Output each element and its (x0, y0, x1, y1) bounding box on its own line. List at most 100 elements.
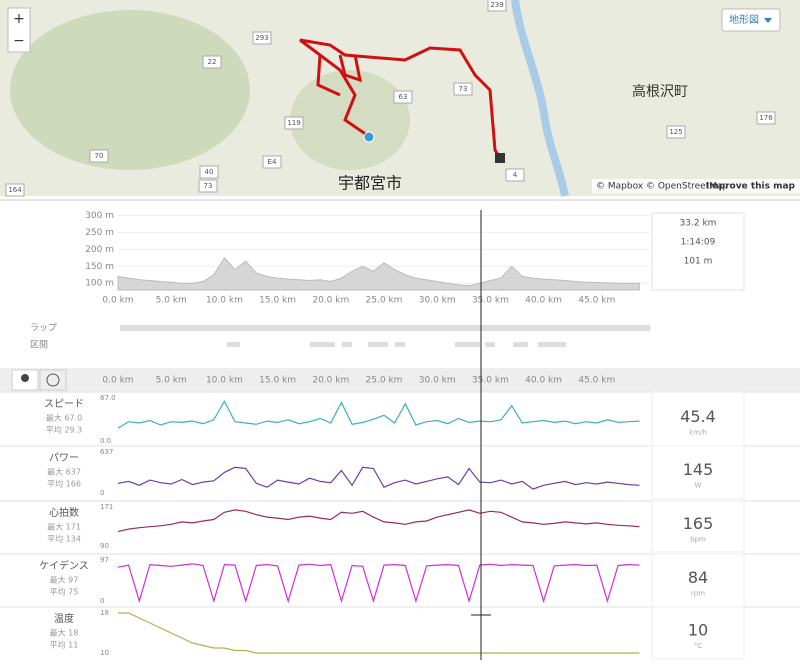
city-label: 宇都宮市 (338, 174, 402, 193)
road-number: 239 (490, 1, 503, 9)
segments-label: 区間 (30, 340, 48, 351)
road-shield (666, 125, 686, 139)
x-tick-label: 5.0 km (156, 296, 187, 306)
current-unit: bpm (690, 536, 706, 544)
current-unit: km/h (689, 429, 707, 437)
road-number: 176 (759, 114, 773, 122)
segment-bars (227, 342, 566, 347)
layer-button[interactable] (721, 8, 781, 32)
road-shield (487, 0, 507, 12)
x-tick-label: 15.0 km (259, 296, 296, 306)
current-value: 165 (683, 514, 714, 533)
current-box (651, 445, 745, 500)
sensor-avg: 平均 29.3 (46, 425, 82, 435)
x-tick-label: 25.0 km (366, 296, 403, 306)
road-shield (284, 116, 304, 130)
pin-icon (21, 374, 29, 382)
finish-marker (495, 153, 505, 163)
y-tick-label: 100 m (85, 279, 114, 289)
current-unit: W (695, 482, 702, 490)
x-tick-label: 30.0 km (419, 296, 456, 306)
current-value: 84 (688, 568, 708, 587)
road-number: 40 (205, 168, 214, 176)
terrain (290, 70, 410, 170)
current-value: 45.4 (680, 407, 716, 426)
sensor-line (117, 509, 640, 533)
zoom-control (7, 7, 31, 53)
road-shield (89, 149, 109, 163)
y-tick-label: 171 (100, 503, 113, 511)
zoom-out[interactable]: − (13, 33, 25, 49)
road-number: E4 (268, 158, 277, 166)
sensor-line (117, 466, 640, 490)
road-number: 22 (208, 58, 217, 66)
laps-label: ラップ (30, 323, 57, 334)
time-toggle[interactable] (39, 369, 67, 391)
y-tick-label: 97 (100, 556, 109, 564)
x-tick-label: 40.0 km (525, 296, 562, 306)
y-tick-label: 200 m (85, 245, 114, 255)
sensor-title: 心拍数 (49, 506, 79, 519)
road-number: 73 (204, 182, 213, 190)
current-box (651, 606, 745, 660)
sensor-header (0, 368, 800, 392)
y-tick-label: 0 (100, 597, 104, 605)
sensor-avg: 平均 75 (50, 587, 79, 597)
road-shield (262, 155, 282, 169)
road-shield (199, 165, 219, 179)
sensor-line (117, 399, 640, 429)
sensor-avg: 平均 11 (50, 640, 79, 650)
x-tick-label: 20.0 km (312, 296, 349, 306)
sensor-max: 最大 97 (50, 575, 79, 585)
sensor-title: パワー (49, 452, 79, 464)
road-number: 164 (8, 186, 22, 194)
road-shield (5, 183, 25, 197)
road-number: 119 (287, 119, 300, 127)
road-shield (202, 55, 222, 69)
road-shield (393, 90, 413, 104)
y-tick-label: 150 m (85, 262, 114, 272)
sensor-line (118, 612, 640, 654)
road-shield (198, 179, 218, 193)
y-tick-label: 300 m (85, 211, 114, 221)
x-tick-label: 40.0 km (525, 376, 562, 386)
x-tick-label: 25.0 km (366, 376, 403, 386)
town-label: 高根沢町 (632, 83, 688, 100)
x-tick-label: 45.0 km (578, 296, 615, 306)
y-tick-label: 10 (100, 649, 109, 657)
x-tick-label: 0.0 km (102, 296, 133, 306)
y-tick-label: 18 (100, 609, 109, 617)
x-tick-label: 0.0 km (102, 376, 133, 386)
zoom-in[interactable]: + (13, 11, 25, 27)
road-number: 70 (95, 152, 104, 160)
road-number: 293 (255, 34, 268, 42)
road-number: 73 (459, 85, 468, 93)
current-box (651, 500, 745, 553)
attribution: © Mapbox © OpenStreetMap (596, 182, 729, 192)
sensor-max: 最大 18 (50, 628, 79, 638)
x-tick-label: 35.0 km (472, 296, 509, 306)
sensor-avg: 平均 134 (47, 534, 81, 544)
x-tick-label: 30.0 km (419, 376, 456, 386)
sensor-line (117, 563, 640, 604)
sensor-avg: 平均 166 (47, 479, 81, 489)
stat-distance: 33.2 km (680, 219, 717, 229)
route (299, 38, 502, 159)
stat-elevation: 101 m (684, 257, 713, 267)
elevation-area (117, 256, 640, 291)
river (511, 0, 569, 197)
current-box (651, 553, 745, 608)
current-unit: °C (694, 642, 703, 650)
road-shield (453, 82, 473, 96)
y-tick-label: 67.0 (100, 394, 116, 402)
stat-time: 1:14:09 (681, 238, 716, 248)
lap-bar[interactable] (120, 325, 650, 331)
x-tick-label: 20.0 km (312, 376, 349, 386)
improve-link[interactable]: Improve this map (706, 182, 796, 192)
road-shield (252, 31, 272, 45)
current-value: 10 (688, 621, 708, 640)
stats-box (651, 212, 745, 291)
x-tick-label: 10.0 km (206, 376, 243, 386)
sensor-max: 最大 637 (47, 467, 81, 477)
y-tick-label: 0.0 (100, 437, 111, 445)
